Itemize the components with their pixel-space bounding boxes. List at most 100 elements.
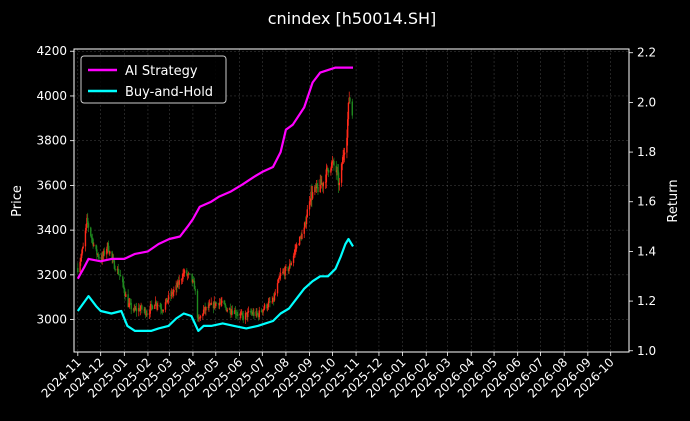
candle-body [106, 248, 108, 255]
y-left-tick-label: 3000 [36, 313, 67, 327]
candle-body [250, 310, 252, 313]
candle-body [244, 313, 247, 320]
candle-body [229, 308, 231, 314]
chart-title: cnindex [h50014.SH] [268, 9, 437, 28]
y-left-tick-label: 3600 [36, 178, 67, 192]
candle-body [204, 307, 206, 311]
candle-body [134, 307, 136, 310]
candle-body [317, 187, 319, 192]
candle-body [311, 192, 314, 199]
candle-body [80, 253, 83, 258]
candle-body [295, 248, 297, 250]
candle-body [298, 236, 301, 245]
candle-body [135, 308, 137, 310]
candle-body [151, 305, 154, 310]
candle-body [284, 267, 286, 276]
series-lines [76, 66, 354, 332]
candle-body [256, 311, 258, 315]
candle-body [333, 161, 335, 166]
candle-body [151, 304, 153, 306]
candle-body [122, 282, 125, 288]
candle-body [337, 172, 340, 186]
candle-body [326, 167, 328, 170]
candle-body [154, 301, 157, 305]
candle-body [108, 251, 110, 254]
candle-body [182, 273, 184, 279]
candle-body [101, 254, 103, 262]
y-axis-right: 1.0 1.2 1.4 1.6 1.8 2.0 2.2 [629, 46, 656, 358]
y-right-tick-label: 1.2 [637, 294, 656, 308]
candle-body [146, 314, 148, 315]
candle-body [346, 137, 348, 153]
candle-body [305, 217, 308, 225]
candle-body [272, 297, 274, 302]
y-right-tick-label: 2.0 [637, 95, 656, 109]
candlesticks [77, 91, 353, 324]
y-left-tick-label: 3400 [36, 223, 67, 237]
candle-body [266, 307, 269, 309]
candle-body [273, 294, 276, 301]
candle-body [295, 244, 298, 249]
candle-body [218, 303, 220, 306]
candle-body [292, 255, 295, 263]
candle-body [155, 301, 158, 306]
candle-body [144, 309, 147, 316]
candle-body [215, 303, 217, 307]
candle-body [97, 254, 100, 258]
candle-body [144, 309, 146, 311]
candle-body [314, 186, 316, 193]
candle-body [346, 119, 349, 138]
candle-body [194, 289, 196, 291]
candle-body [202, 309, 205, 315]
candle-body [343, 154, 345, 156]
candle-body [263, 308, 265, 310]
candle-body [177, 281, 180, 285]
candle-body [209, 303, 212, 305]
candle-body [187, 273, 190, 275]
candle-body [84, 230, 87, 247]
candle-body [145, 314, 148, 316]
series-line-ai-strategy [76, 66, 353, 280]
y-axis-left-label: Price [10, 185, 25, 217]
candle-body [316, 183, 318, 188]
legend-label-buy-and-hold: Buy-and-Hold [125, 85, 213, 100]
candle-body [149, 305, 151, 314]
candle-body [239, 314, 241, 316]
candle-body [87, 223, 90, 228]
candle-body [274, 293, 276, 295]
candle-body [342, 155, 344, 164]
candle-body [188, 273, 190, 275]
candle-body [118, 274, 120, 275]
candle-body [129, 302, 132, 304]
candle-body [223, 300, 225, 305]
candle-body [335, 165, 337, 173]
candle-body [160, 307, 162, 310]
candle-body [98, 257, 100, 258]
candle-body [212, 302, 215, 309]
candle-body [282, 271, 285, 272]
candle-body [90, 235, 93, 238]
candle-body [294, 249, 296, 253]
candle-body [192, 279, 195, 282]
candle-body [140, 305, 142, 309]
candle-body [221, 300, 223, 303]
candle-body [77, 268, 79, 273]
candle-body [208, 304, 210, 308]
candle-body [301, 233, 303, 240]
y-right-tick-label: 2.2 [637, 46, 656, 60]
candle-body [271, 301, 273, 303]
candle-body [309, 200, 312, 202]
candle-body [299, 236, 302, 238]
candle-body [138, 307, 141, 312]
candle-body [235, 314, 238, 316]
candle-body [128, 302, 131, 304]
candle-body [96, 249, 98, 255]
candle-body [341, 163, 344, 165]
candle-body [156, 305, 158, 307]
candle-body [308, 201, 311, 210]
candle-body [314, 186, 317, 189]
candle-body [298, 244, 300, 246]
candle-body [96, 254, 99, 255]
candle-body [103, 250, 105, 256]
